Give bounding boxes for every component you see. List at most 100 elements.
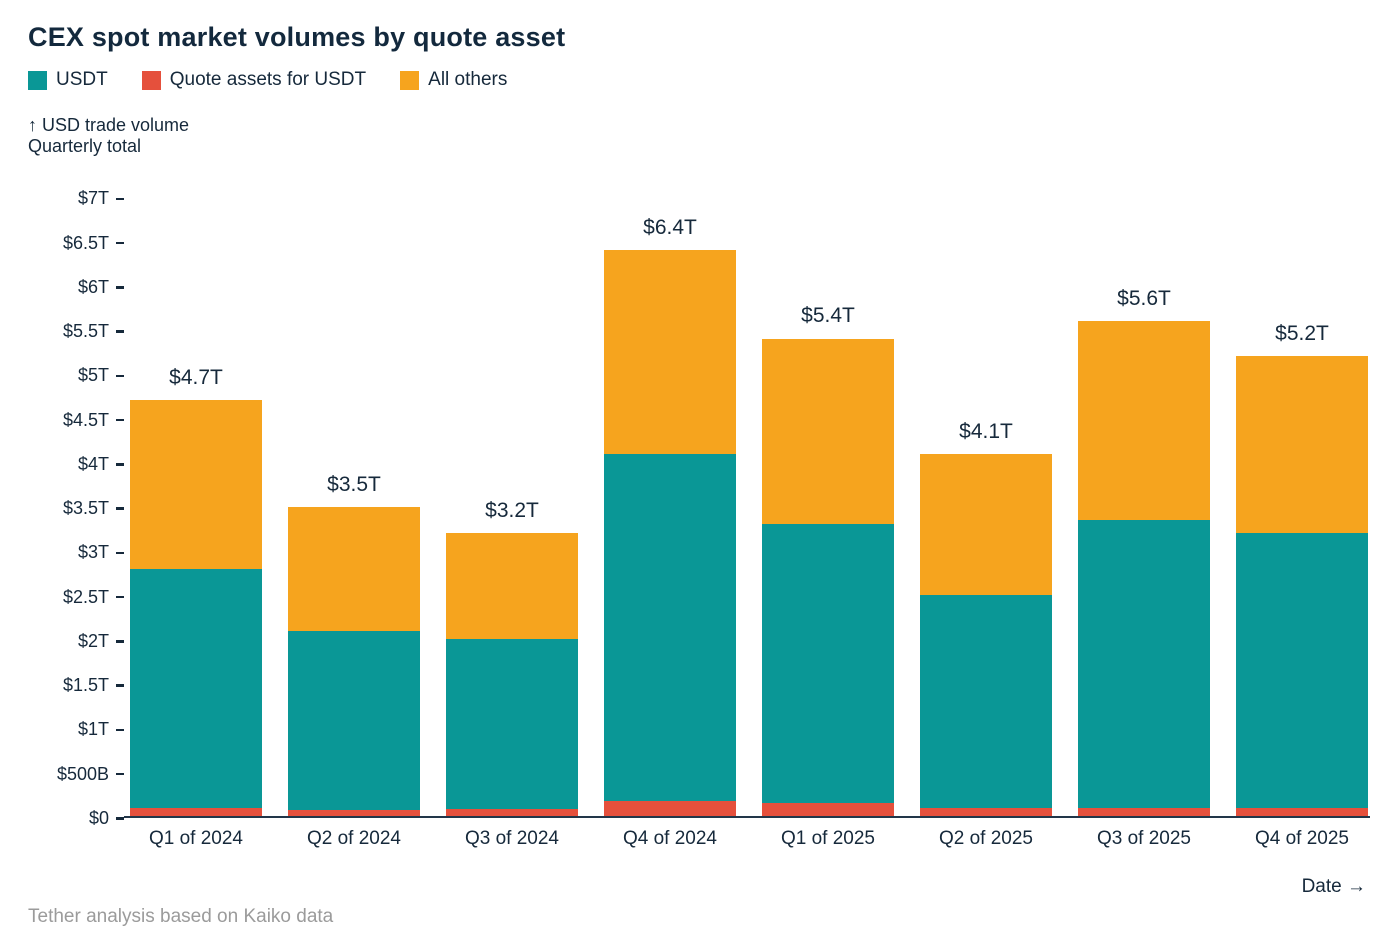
y-tick: $4T [78,454,124,474]
y-tick-mark [116,330,124,333]
bar-column: $3.2T [446,170,578,817]
bar-segment-usdt [604,453,736,802]
bar-stack [762,338,894,817]
bar-segment-quote-assets-for-usdt [446,809,578,817]
legend-label: USDT [56,69,108,90]
y-tick-mark [116,241,124,245]
chart-area: $7T $6.5T $6T $5.5T $5T $4.5T $4T $3.5T $3T $2.5T… [28,170,1370,828]
y-tick: $500B [57,764,124,784]
y-tick-mark [116,507,124,510]
bar-column: $4.7T [130,170,262,817]
bar-segment-usdt [288,630,420,811]
y-tick-mark [116,640,124,643]
bar-segment-quote-assets-for-usdt [130,807,262,817]
y-tick-mark [116,286,124,289]
y-tick-label: $500B [56,763,109,784]
bar-stack [130,400,262,817]
y-tick-mark [116,197,124,201]
y-axis-title-line2: Quarterly total [28,135,142,156]
bar-segment-quote-assets-for-usdt [920,807,1052,817]
y-tick-mark [116,595,124,599]
y-tick-label: $7T [77,188,109,209]
bar-segment-all-others [920,453,1052,596]
bar-segment-usdt [1236,533,1368,808]
legend-item: USDT [28,69,108,91]
y-tick-label: $3T [77,542,109,563]
y-tick-label: $6.5T [62,232,109,253]
legend-item: All others [400,69,507,91]
y-tick: $7T [77,188,124,209]
x-axis-labels: Q1 of 2024 Q2 of 2024 Q3 of 2024 Q4 of 2024… [130,828,1368,850]
y-tick: $4.5T [63,410,124,430]
bar-segment-usdt [130,568,262,808]
bar-segment-usdt [762,524,894,804]
x-tick-label: Q3 of 2025 [1096,828,1192,850]
y-tick-label: $1.5T [62,675,109,696]
bar-stack [1078,320,1210,817]
bar-segment-all-others [130,400,262,569]
bar-total-label: $5.4T [801,304,855,328]
y-tick-mark [116,817,124,820]
y-tick-label: $4.5T [62,409,109,430]
legend-item: Quote assets for USDT [141,69,366,91]
y-tick-mark [116,772,124,776]
x-axis-title: Date → [1301,876,1366,898]
bar-column: $6.4T [604,170,736,817]
bar-segment-all-others [288,506,420,631]
bar-stack [288,506,420,817]
legend-swatch-icon [400,70,420,90]
y-tick-label: $5.5T [62,321,109,342]
bar-segment-quote-assets-for-usdt [1236,807,1368,817]
bar-segment-quote-assets-for-usdt [762,803,894,817]
bar-total-label: $3.5T [327,472,381,496]
bar-segment-usdt [1078,519,1210,808]
y-tick-label: $0 [88,807,109,828]
y-tick: $3T [77,542,124,563]
bar-column: $5.4T [762,170,894,817]
bar-total-label: $5.2T [1275,322,1329,346]
bar-column: $5.2T [1236,170,1368,817]
y-tick-label: $2.5T [62,586,109,607]
y-tick-label: $5T [77,365,109,386]
bar-total-label: $3.2T [485,499,539,523]
bar-total-label: $5.6T [1117,286,1171,310]
y-tick: $0 [89,808,124,828]
legend-swatch-icon [28,70,47,90]
x-tick-label: Q2 of 2025 [938,828,1034,850]
bar-segment-all-others [1078,320,1210,520]
y-tick: $1.5T [62,675,124,696]
x-tick-label: Q4 of 2025 [1254,828,1350,850]
y-tick: $2.5T [63,587,124,607]
bar-total-label: $4.1T [959,419,1013,443]
chart-title: CEX spot market volumes by quote asset [28,22,566,52]
y-tick-label: $3.5T [62,498,109,519]
legend-swatch-icon [141,70,161,90]
bar-stack [920,453,1052,817]
y-tick: $2T [78,631,124,651]
x-tick-label: Q3 of 2024 [464,828,560,850]
bars-row: $4.7T $3.5T $3.2T $6.4T $5.4T $4.1T $5.6T $5.2T [130,170,1368,817]
y-tick-mark [116,418,124,422]
y-tick-label: $6T [77,276,109,297]
y-tick: $5T [77,365,124,386]
y-tick: $1T [78,719,124,740]
bar-segment-all-others [446,533,578,640]
y-tick-mark [116,684,124,687]
bar-segment-quote-assets-for-usdt [288,810,420,817]
bar-stack [604,250,736,817]
y-tick-mark [116,463,124,466]
bar-segment-usdt [446,639,578,810]
legend-label: All others [428,69,508,90]
y-axis-title-line1: ↑ USD trade volume [28,115,190,135]
x-tick-label: Q4 of 2024 [622,828,718,850]
bar-total-label: $6.4T [643,215,697,239]
source-note: Tether analysis based on Kaiko data [28,906,334,928]
y-tick: $3.5T [62,498,124,519]
bar-segment-quote-assets-for-usdt [1078,807,1210,817]
bar-column: $3.5T [288,170,420,817]
bar-segment-all-others [762,338,894,525]
y-tick: $6T [78,277,124,297]
bar-column: $5.6T [1078,170,1210,817]
bar-stack [1236,356,1368,817]
